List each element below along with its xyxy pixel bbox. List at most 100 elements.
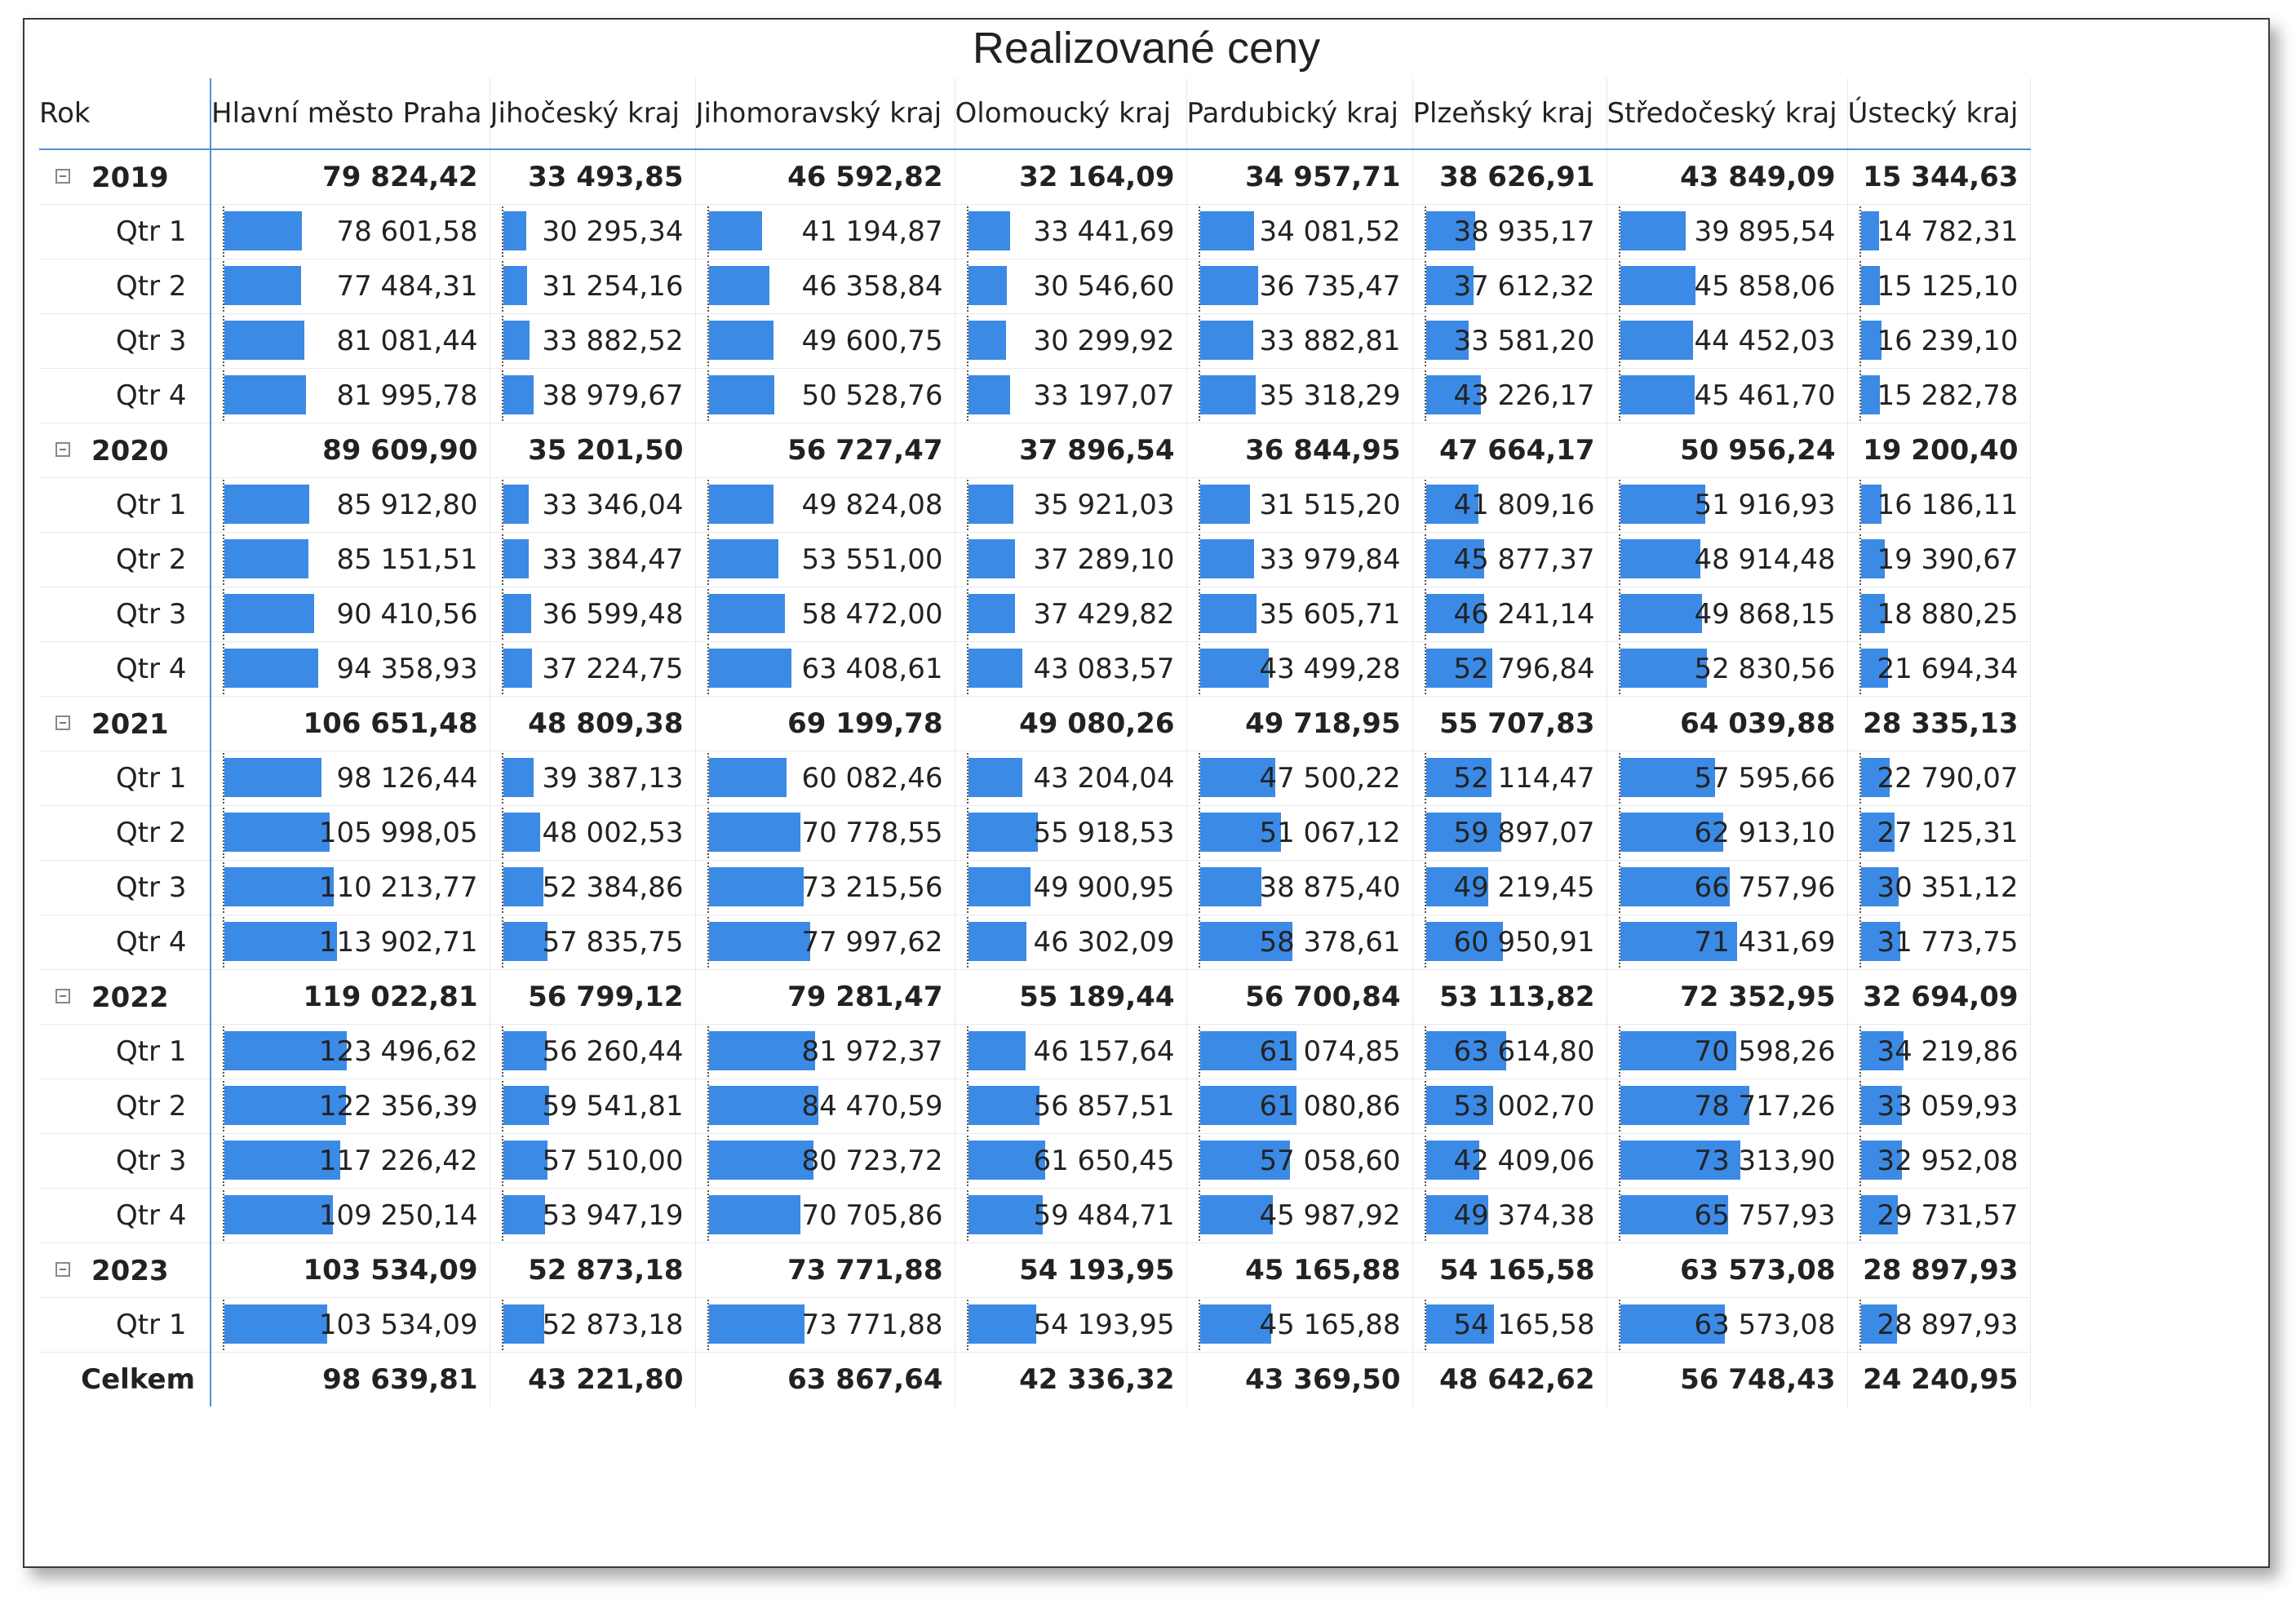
subtotal-cell: 79 281,47 <box>695 969 955 1025</box>
cell-value: 30 299,92 <box>1033 325 1175 357</box>
bar-axis <box>1618 1026 1620 1077</box>
data-cell: 36 735,47 <box>1186 259 1413 314</box>
data-bar <box>1860 922 1900 961</box>
bar-axis <box>1618 808 1620 858</box>
data-bar <box>1425 1195 1488 1234</box>
quarter-label-cell: Qtr 3 <box>39 1133 211 1189</box>
cell-value: 43 221,80 <box>528 1363 684 1396</box>
collapse-icon[interactable] <box>55 442 70 457</box>
data-cell: 44 452,03 <box>1607 313 1848 369</box>
data-bar <box>1860 375 1880 414</box>
data-bar <box>224 922 337 961</box>
cell-value: 31 515,20 <box>1259 489 1401 521</box>
data-cell: 63 573,08 <box>1607 1297 1848 1353</box>
bar-axis <box>966 1081 968 1132</box>
bar-axis <box>223 1190 224 1241</box>
quarter-label: Qtr 2 <box>116 1090 187 1123</box>
bar-axis <box>1859 917 1861 968</box>
cell-value: 65 757,93 <box>1694 1199 1836 1232</box>
quarter-label: Qtr 4 <box>116 1199 187 1232</box>
column-header[interactable]: Pardubický kraj <box>1186 78 1413 150</box>
data-bar <box>968 1141 1045 1180</box>
cell-value: 49 600,75 <box>801 325 943 357</box>
data-bar <box>708 321 773 360</box>
bar-axis <box>707 1026 709 1077</box>
grand-total-row: Celkem 98 639,81 43 221,80 63 867,64 42 336,… <box>39 1352 2031 1406</box>
cell-value: 41 809,16 <box>1453 489 1595 521</box>
data-cell: 33 979,84 <box>1186 532 1413 587</box>
data-bar <box>1620 211 1686 250</box>
bar-axis <box>966 862 968 913</box>
data-bar <box>1860 321 1882 360</box>
data-bar <box>708 813 800 852</box>
data-bar <box>1425 922 1503 961</box>
cell-value: 73 313,90 <box>1694 1145 1836 1177</box>
data-cell: 77 484,31 <box>211 259 490 314</box>
quarter-label-cell: Qtr 3 <box>39 587 211 642</box>
data-bar <box>708 1141 813 1180</box>
data-cell: 81 081,44 <box>211 313 490 369</box>
cell-value: 43 226,17 <box>1453 379 1595 412</box>
subtotal-cell: 43 369,50 <box>1186 1352 1413 1406</box>
quarter-label: Qtr 4 <box>116 926 187 959</box>
data-bar <box>708 1195 800 1234</box>
data-cell: 37 612,32 <box>1412 259 1607 314</box>
bar-axis <box>1424 1081 1426 1132</box>
data-cell: 31 773,75 <box>1847 915 2031 970</box>
column-header[interactable]: Hlavní město Praha <box>211 78 490 150</box>
bar-axis <box>501 753 503 804</box>
cell-value: 45 165,88 <box>1245 1254 1401 1287</box>
data-cell: 38 979,67 <box>490 368 696 423</box>
bar-axis <box>1618 753 1620 804</box>
bar-axis <box>1859 206 1861 257</box>
column-header[interactable]: Jihočeský kraj <box>490 78 696 150</box>
cell-value: 33 059,93 <box>1877 1090 2019 1123</box>
column-header[interactable]: Středočeský kraj <box>1607 78 1848 150</box>
bar-axis <box>501 1081 503 1132</box>
data-bar <box>1425 321 1469 360</box>
cell-value: 56 857,51 <box>1033 1090 1175 1123</box>
data-bar <box>1199 922 1292 961</box>
collapse-icon[interactable] <box>55 1262 70 1277</box>
cell-value: 81 972,37 <box>801 1035 943 1068</box>
cell-value: 45 858,06 <box>1694 270 1836 303</box>
data-bar <box>503 594 531 633</box>
cell-value: 18 880,25 <box>1877 598 2019 631</box>
cell-value: 54 165,58 <box>1453 1309 1595 1341</box>
subtotal-cell: 54 193,95 <box>955 1242 1187 1298</box>
column-header[interactable]: Ústecký kraj <box>1847 78 2031 150</box>
collapse-icon[interactable] <box>55 715 70 730</box>
cell-value: 56 748,43 <box>1680 1363 1836 1396</box>
data-bar <box>1199 867 1261 906</box>
collapse-icon[interactable] <box>55 989 70 1003</box>
bar-axis <box>1198 534 1200 585</box>
cell-value: 31 773,75 <box>1877 926 2019 959</box>
data-cell: 16 239,10 <box>1847 313 2031 369</box>
cell-value: 85 912,80 <box>336 489 478 521</box>
year-row: 2020 89 609,90 35 201,50 56 727,47 37 896,54… <box>39 423 2031 478</box>
cell-value: 37 612,32 <box>1453 270 1595 303</box>
data-cell: 81 972,37 <box>695 1024 955 1079</box>
data-cell: 51 916,93 <box>1607 477 1848 533</box>
cell-value: 117 226,42 <box>318 1145 478 1177</box>
bar-axis <box>707 753 709 804</box>
column-header[interactable]: Jihomoravský kraj <box>695 78 955 150</box>
bar-axis <box>1859 480 1861 530</box>
bar-axis <box>707 644 709 694</box>
subtotal-cell: 49 718,95 <box>1186 696 1413 751</box>
collapse-icon[interactable] <box>55 169 70 184</box>
data-cell: 98 126,44 <box>211 751 490 806</box>
subtotal-cell: 47 664,17 <box>1412 423 1607 478</box>
bar-axis <box>501 644 503 694</box>
cell-value: 34 081,52 <box>1259 215 1401 248</box>
column-header[interactable]: Olomoucký kraj <box>955 78 1187 150</box>
subtotal-cell: 49 080,26 <box>955 696 1187 751</box>
data-bar <box>1199 321 1253 360</box>
data-cell: 35 318,29 <box>1186 368 1413 423</box>
row-header-rok[interactable]: Rok <box>39 78 211 150</box>
subtotal-cell: 32 164,09 <box>955 149 1187 205</box>
cell-value: 38 626,91 <box>1439 161 1595 193</box>
cell-value: 103 534,09 <box>303 1254 478 1287</box>
bar-axis <box>1618 1190 1620 1241</box>
column-header[interactable]: Plzeňský kraj <box>1412 78 1607 150</box>
